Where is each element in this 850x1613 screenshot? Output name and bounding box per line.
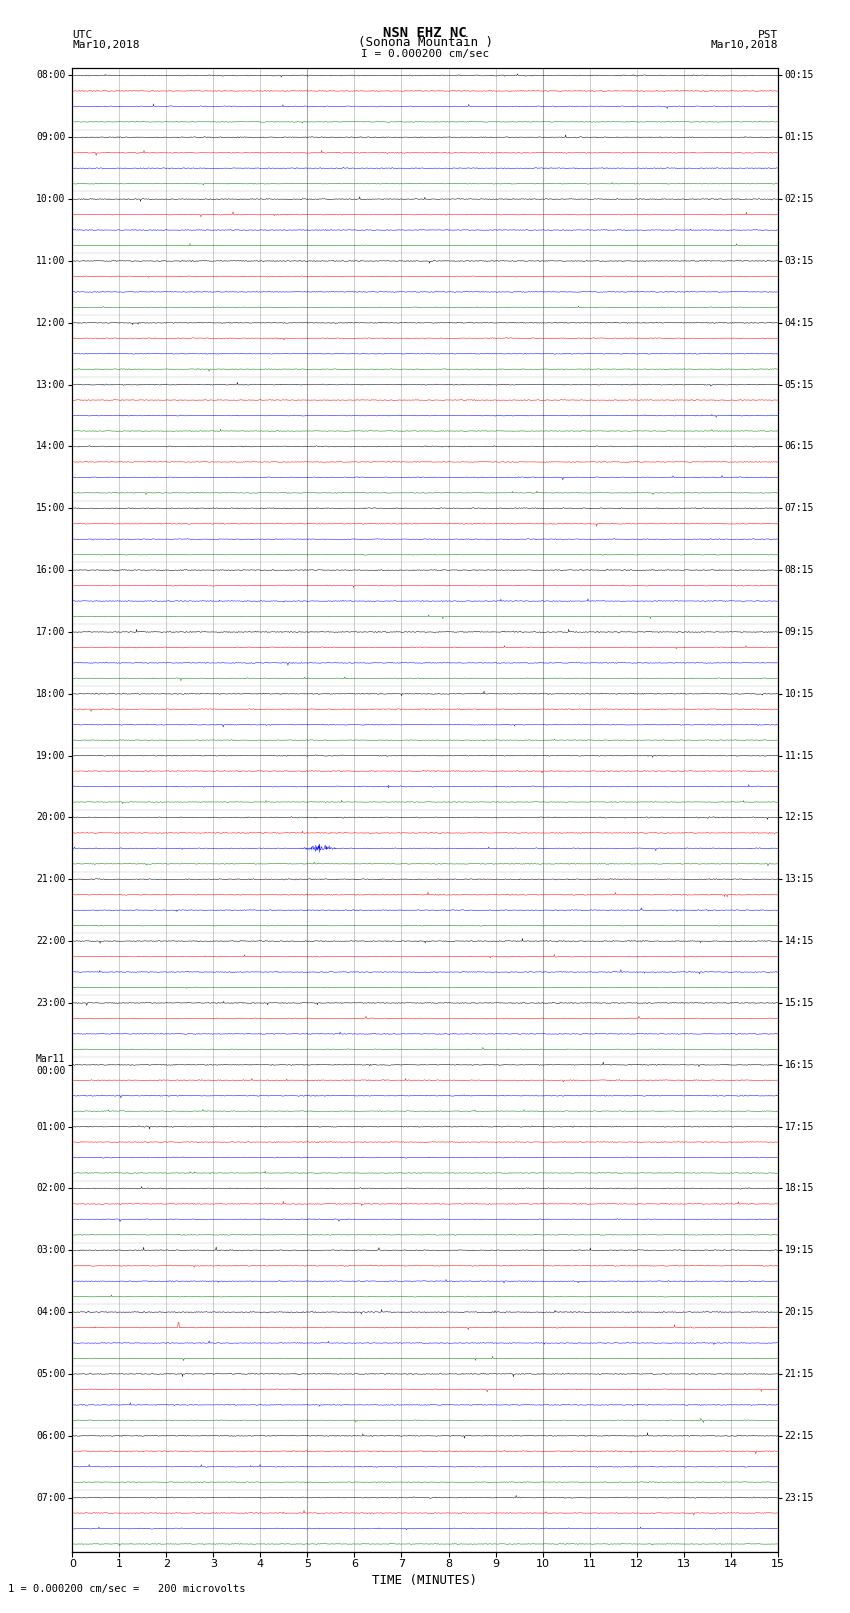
Text: (Sonona Mountain ): (Sonona Mountain ) [358,35,492,50]
Text: PST: PST [757,29,778,39]
Text: Mar10,2018: Mar10,2018 [72,40,139,50]
Text: I = 0.000200 cm/sec: I = 0.000200 cm/sec [361,48,489,58]
Text: NSN EHZ NC: NSN EHZ NC [383,26,467,39]
Text: UTC: UTC [72,29,93,39]
X-axis label: TIME (MINUTES): TIME (MINUTES) [372,1574,478,1587]
Text: 1 = 0.000200 cm/sec =   200 microvolts: 1 = 0.000200 cm/sec = 200 microvolts [8,1584,246,1594]
Text: Mar10,2018: Mar10,2018 [711,40,778,50]
